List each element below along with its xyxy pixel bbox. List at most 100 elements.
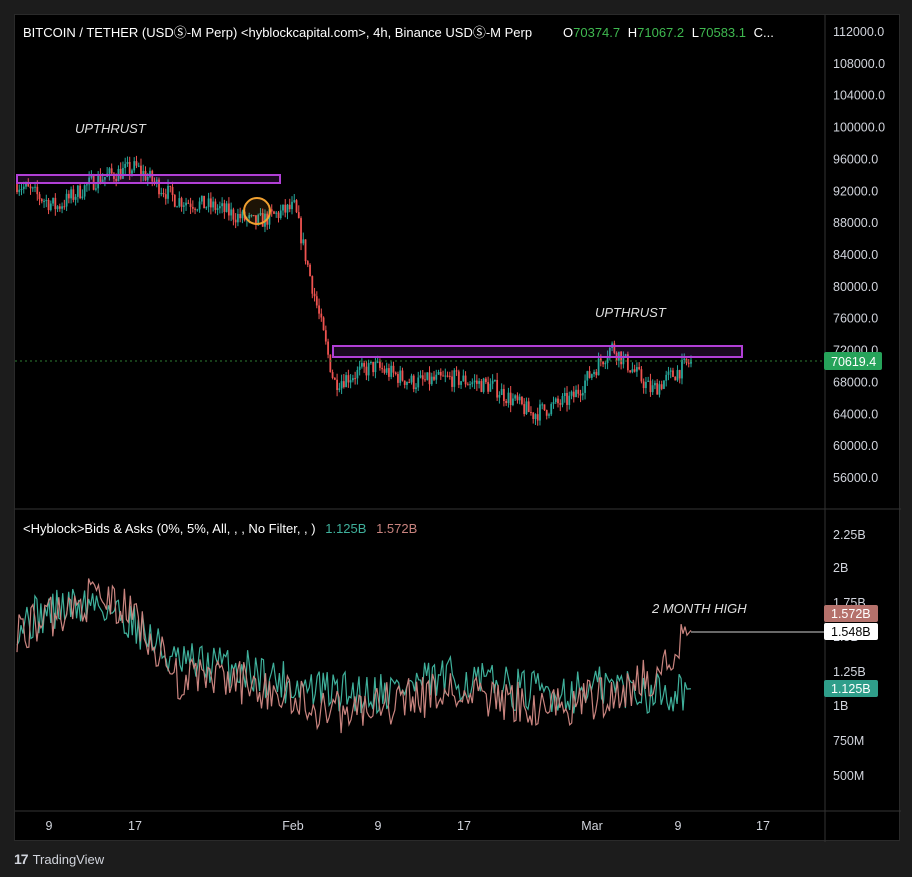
candle-body bbox=[347, 375, 350, 383]
candle-body bbox=[417, 377, 420, 388]
candle-body bbox=[56, 206, 59, 210]
candle-body bbox=[518, 396, 521, 401]
candle-body bbox=[390, 365, 393, 377]
candle-body bbox=[613, 343, 616, 353]
candle-body bbox=[29, 186, 32, 189]
price-tick-label: 104000.0 bbox=[833, 89, 885, 103]
candle-body bbox=[509, 392, 512, 406]
candle-body bbox=[421, 375, 424, 380]
candle-body bbox=[349, 380, 352, 383]
indicator-title-text: <Hyblock>Bids & Asks (0%, 5%, All, , , N… bbox=[23, 521, 316, 536]
candle-body bbox=[523, 404, 526, 415]
price-tick-label: 112000.0 bbox=[833, 25, 884, 39]
candle-body bbox=[149, 170, 151, 177]
candle-body bbox=[604, 362, 607, 365]
candle-body bbox=[430, 376, 433, 385]
candle-body bbox=[38, 194, 41, 200]
candle-body bbox=[397, 374, 399, 383]
candle-body bbox=[167, 185, 169, 199]
candle-body bbox=[207, 198, 210, 207]
time-tick-label: 9 bbox=[675, 819, 682, 833]
supply-zone-lower bbox=[332, 345, 743, 358]
candle-body bbox=[122, 168, 124, 179]
candle-body bbox=[160, 192, 163, 195]
candle-body bbox=[545, 410, 548, 416]
volume-tick-label: 750M bbox=[833, 734, 864, 748]
candle-body bbox=[690, 359, 692, 364]
candle-body bbox=[241, 211, 244, 219]
candle-body bbox=[76, 185, 79, 197]
candle-body bbox=[214, 201, 217, 210]
candle-body bbox=[381, 367, 384, 370]
candle-body bbox=[588, 371, 591, 378]
candle-body bbox=[311, 276, 314, 294]
candle-body bbox=[669, 370, 672, 372]
candle-body bbox=[104, 176, 106, 180]
candle-body bbox=[539, 404, 541, 421]
open-value: 70374.7 bbox=[573, 25, 620, 40]
candle-body bbox=[521, 396, 523, 405]
candle-body bbox=[250, 215, 253, 217]
candle-body bbox=[261, 213, 264, 227]
candle-body bbox=[22, 186, 25, 190]
candle-body bbox=[451, 376, 453, 387]
candle-body bbox=[223, 203, 226, 212]
candle-body bbox=[237, 213, 239, 223]
candle-body bbox=[227, 203, 230, 216]
chart-svg[interactable]: BITCOIN / TETHER (USDⓈ-M Perp) <hyblockc… bbox=[15, 15, 901, 842]
candle-body bbox=[525, 401, 528, 415]
candle-body bbox=[198, 201, 201, 210]
candle-body bbox=[541, 404, 544, 406]
candle-body bbox=[63, 206, 66, 208]
candle-body bbox=[216, 208, 219, 210]
candle-body bbox=[460, 381, 462, 385]
candle-body bbox=[602, 361, 604, 365]
candle-body bbox=[273, 211, 275, 214]
candle-body bbox=[572, 391, 575, 398]
candle-body bbox=[649, 380, 652, 393]
candle-body bbox=[288, 204, 291, 210]
time-tick-label: 9 bbox=[375, 819, 382, 833]
candle-body bbox=[85, 184, 88, 186]
candle-body bbox=[401, 370, 404, 381]
candle-body bbox=[550, 404, 553, 415]
candle-body bbox=[505, 400, 508, 404]
footer[interactable]: 17 TradingView bbox=[14, 849, 104, 869]
time-tick-label: 17 bbox=[457, 819, 471, 833]
candle-body bbox=[178, 198, 181, 207]
candle-body bbox=[318, 305, 320, 314]
candle-body bbox=[54, 197, 57, 210]
price-axis[interactable]: 112000.0 108000.0 104000.0 100000.0 96000.0 9… bbox=[833, 25, 885, 485]
candle-body bbox=[532, 412, 535, 420]
candle-body bbox=[135, 161, 138, 166]
candle-body bbox=[681, 359, 683, 379]
candle-body bbox=[173, 195, 176, 207]
time-tick-label: 17 bbox=[756, 819, 770, 833]
candle-body bbox=[645, 381, 647, 389]
badge-bids: 1.125B bbox=[824, 680, 878, 697]
candle-body bbox=[94, 188, 97, 190]
candle-body bbox=[124, 163, 127, 169]
candle-body bbox=[356, 369, 359, 379]
candle-body bbox=[25, 183, 27, 187]
candle-body bbox=[320, 313, 323, 318]
time-axis[interactable]: 9 17 Feb 9 17 Mar 9 17 bbox=[46, 819, 770, 833]
candle-body bbox=[232, 209, 235, 220]
candle-body bbox=[590, 374, 593, 378]
candle-body bbox=[363, 363, 366, 367]
candle-body bbox=[67, 193, 70, 199]
current-price-value: 70619.4 bbox=[831, 355, 876, 369]
price-tick-label: 100000.0 bbox=[833, 121, 885, 135]
candle-body bbox=[284, 204, 287, 213]
candle-body bbox=[333, 377, 336, 380]
supply-zone-upper bbox=[16, 174, 281, 184]
candle-body bbox=[498, 394, 501, 398]
candle-body bbox=[370, 361, 372, 364]
candle-body bbox=[340, 381, 343, 389]
candle-body bbox=[31, 187, 34, 189]
candle-body bbox=[608, 347, 611, 358]
candle-body bbox=[392, 365, 395, 373]
candle-body bbox=[457, 371, 460, 385]
candle-body bbox=[151, 170, 154, 182]
